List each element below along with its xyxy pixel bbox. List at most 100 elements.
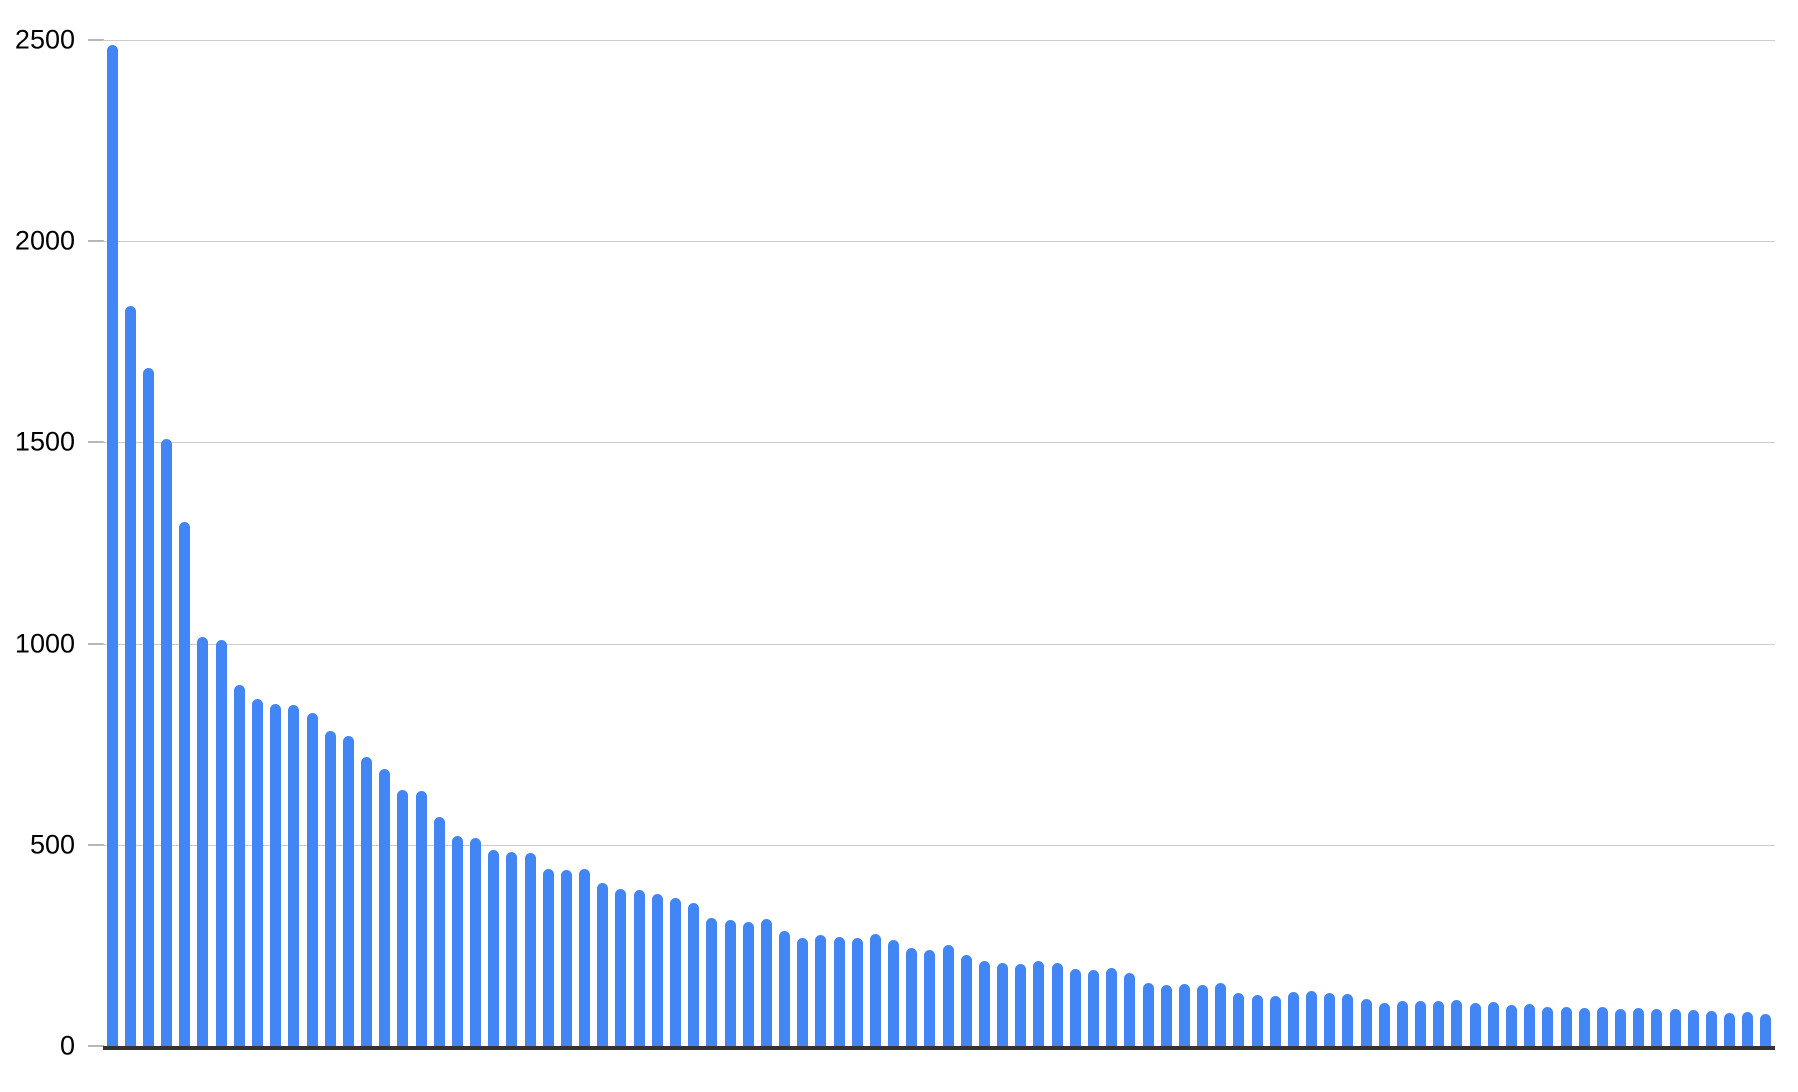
bar[interactable]	[924, 950, 936, 1046]
bar[interactable]	[724, 920, 736, 1046]
bar[interactable]	[251, 699, 263, 1046]
bar[interactable]	[1233, 993, 1245, 1046]
bar[interactable]	[851, 937, 863, 1046]
bar[interactable]	[1106, 968, 1118, 1046]
bar[interactable]	[997, 962, 1009, 1046]
bar[interactable]	[1124, 972, 1136, 1046]
bar[interactable]	[1560, 1006, 1572, 1046]
bar[interactable]	[506, 852, 518, 1046]
bar[interactable]	[1251, 994, 1263, 1046]
bar[interactable]	[1742, 1012, 1754, 1046]
bar[interactable]	[833, 937, 845, 1046]
gridline	[103, 643, 1775, 645]
bar[interactable]	[142, 368, 154, 1046]
bar[interactable]	[906, 948, 918, 1046]
bar[interactable]	[1306, 991, 1318, 1046]
bar[interactable]	[669, 898, 681, 1046]
bar[interactable]	[978, 961, 990, 1046]
y-axis-tick-label: 500	[29, 829, 75, 860]
bar[interactable]	[1524, 1003, 1536, 1046]
bar[interactable]	[1669, 1008, 1681, 1046]
bar[interactable]	[1415, 1001, 1427, 1046]
bar[interactable]	[1487, 1002, 1499, 1046]
bar[interactable]	[124, 306, 136, 1046]
bar[interactable]	[1197, 985, 1209, 1046]
bar[interactable]	[1451, 999, 1463, 1046]
bars-layer	[103, 0, 1775, 1092]
bar[interactable]	[1760, 1014, 1772, 1046]
bar[interactable]	[1360, 998, 1372, 1046]
bar[interactable]	[1396, 1000, 1408, 1046]
bar[interactable]	[433, 816, 445, 1046]
bar[interactable]	[597, 883, 609, 1046]
bar[interactable]	[179, 521, 191, 1046]
bar[interactable]	[815, 934, 827, 1046]
bar[interactable]	[1469, 1002, 1481, 1046]
bar[interactable]	[397, 789, 409, 1046]
bar[interactable]	[1051, 963, 1063, 1046]
bar[interactable]	[1596, 1007, 1608, 1046]
bar[interactable]	[1178, 983, 1190, 1046]
bar[interactable]	[579, 868, 591, 1046]
bar[interactable]	[1087, 970, 1099, 1046]
bar[interactable]	[1287, 991, 1299, 1046]
bar[interactable]	[888, 940, 900, 1046]
bar[interactable]	[379, 769, 391, 1046]
bar[interactable]	[633, 890, 645, 1046]
bar[interactable]	[288, 705, 300, 1046]
bar[interactable]	[342, 736, 354, 1046]
bar[interactable]	[1160, 984, 1172, 1046]
bar[interactable]	[688, 903, 700, 1046]
bar[interactable]	[1578, 1008, 1590, 1046]
bar[interactable]	[542, 868, 554, 1046]
bar[interactable]	[451, 836, 463, 1046]
y-axis: 0 500 1000 1500 2000 2500	[0, 0, 104, 1092]
y-axis-tick-mark	[88, 39, 104, 41]
bar[interactable]	[361, 757, 373, 1046]
bar[interactable]	[1033, 960, 1045, 1046]
bar[interactable]	[470, 838, 482, 1046]
bar[interactable]	[106, 45, 118, 1046]
bar[interactable]	[960, 955, 972, 1046]
bar[interactable]	[1324, 992, 1336, 1046]
bar[interactable]	[742, 922, 754, 1046]
bar[interactable]	[1142, 982, 1154, 1046]
bar[interactable]	[1542, 1007, 1554, 1046]
bar[interactable]	[197, 636, 209, 1046]
bar[interactable]	[779, 931, 791, 1046]
bar[interactable]	[1651, 1009, 1663, 1046]
bar[interactable]	[615, 888, 627, 1046]
bar[interactable]	[560, 870, 572, 1046]
bar[interactable]	[651, 893, 663, 1046]
bar[interactable]	[1215, 982, 1227, 1046]
bar[interactable]	[1687, 1009, 1699, 1046]
bar[interactable]	[1724, 1013, 1736, 1046]
bar[interactable]	[1269, 995, 1281, 1046]
y-axis-tick-mark	[88, 441, 104, 444]
bar[interactable]	[1505, 1004, 1517, 1046]
bar[interactable]	[161, 438, 173, 1046]
bar[interactable]	[1342, 994, 1354, 1046]
bar[interactable]	[760, 919, 772, 1046]
bar[interactable]	[215, 639, 227, 1046]
bar[interactable]	[488, 850, 500, 1046]
bar[interactable]	[324, 730, 336, 1046]
bar[interactable]	[415, 791, 427, 1046]
bar[interactable]	[1378, 1003, 1390, 1046]
bar[interactable]	[1705, 1010, 1717, 1046]
bar[interactable]	[1615, 1008, 1627, 1046]
bar[interactable]	[524, 853, 536, 1046]
bar[interactable]	[706, 918, 718, 1046]
bar[interactable]	[797, 938, 809, 1046]
bar[interactable]	[1633, 1007, 1645, 1046]
bar[interactable]	[306, 712, 318, 1046]
bar[interactable]	[869, 934, 881, 1046]
bar[interactable]	[1069, 969, 1081, 1046]
bar[interactable]	[1015, 963, 1027, 1046]
bar[interactable]	[1433, 1000, 1445, 1046]
bar[interactable]	[270, 704, 282, 1046]
bar[interactable]	[233, 685, 245, 1046]
y-axis-tick-label: 2500	[14, 24, 75, 55]
bar[interactable]	[942, 944, 954, 1046]
